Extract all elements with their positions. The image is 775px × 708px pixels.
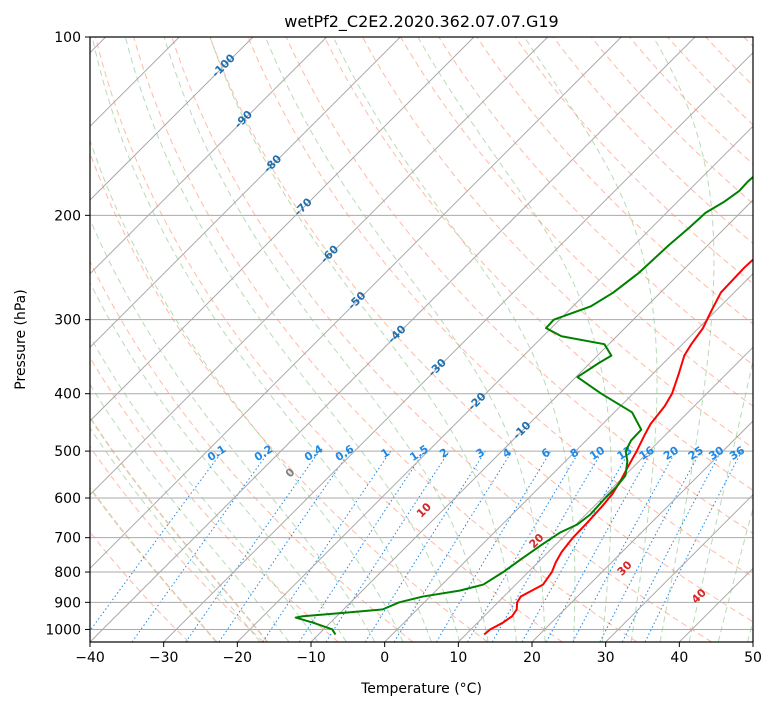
plot-area: -100-90-80-70-60-50-40-30-20-10 0.1 0.2 0.… bbox=[90, 37, 753, 642]
isotherm-line bbox=[310, 199, 753, 642]
moist-adiabats bbox=[90, 37, 753, 642]
x-tick-label: 0 bbox=[380, 650, 389, 666]
moist-adiabat-line bbox=[688, 357, 753, 642]
mixing-ratio-line bbox=[262, 450, 392, 642]
mixing-ratio-line bbox=[325, 450, 450, 642]
moist-adiabat-line bbox=[90, 383, 290, 642]
x-tick-label: 50 bbox=[744, 650, 762, 666]
dry-adiabat-line bbox=[323, 37, 753, 491]
dry-adiabats bbox=[90, 37, 753, 642]
isotherm-line bbox=[605, 493, 753, 642]
isotherm-line bbox=[90, 37, 401, 349]
mixing-ratio-line bbox=[185, 450, 320, 642]
moist-adiabat-line bbox=[652, 37, 715, 642]
moist-adiabat-line bbox=[90, 281, 347, 642]
dry-adiabat-line bbox=[247, 37, 753, 578]
x-axis-title: Temperature (°C) bbox=[360, 681, 482, 697]
moist-adiabat-line bbox=[523, 37, 658, 642]
moist-adiabat-line bbox=[209, 37, 517, 642]
moist-adiabat-line bbox=[417, 37, 613, 642]
isotherm-line bbox=[457, 346, 753, 642]
plot-frame bbox=[89, 36, 754, 643]
y-tick-label: 700 bbox=[54, 531, 81, 547]
dry-adiabat-line bbox=[95, 37, 563, 642]
y-tick-label: 1000 bbox=[45, 622, 81, 638]
y-tick-label: 100 bbox=[54, 30, 81, 46]
moist-adiabat-line bbox=[90, 335, 319, 642]
y-tick-label: 800 bbox=[54, 565, 81, 581]
lcl-curves bbox=[90, 416, 269, 642]
dry-adiabat-line bbox=[90, 356, 339, 642]
isotherm-line bbox=[163, 51, 753, 642]
y-tick-label: 900 bbox=[54, 595, 81, 611]
dry-adiabat-line bbox=[514, 37, 753, 285]
x-tick-label: 40 bbox=[670, 650, 688, 666]
moist-adiabat-line bbox=[90, 427, 261, 642]
x-tick-label: −40 bbox=[75, 650, 105, 666]
moist-adiabat-line bbox=[717, 506, 753, 642]
isotherms bbox=[90, 37, 753, 642]
isotherm-line bbox=[90, 37, 549, 496]
dewpoint-profile-line bbox=[294, 175, 753, 636]
isotherm-line bbox=[90, 37, 696, 642]
moist-adiabat-line bbox=[264, 37, 546, 642]
x-tick-label: 30 bbox=[597, 650, 615, 666]
x-tick-label: 20 bbox=[523, 650, 541, 666]
isotherm-line bbox=[531, 420, 753, 642]
isotherm-line bbox=[90, 37, 328, 275]
isotherm-line bbox=[90, 37, 475, 422]
y-tick-label: 500 bbox=[54, 444, 81, 460]
dry-adiabat-line bbox=[171, 37, 713, 642]
mixing-ratio-line bbox=[90, 450, 223, 632]
chart-title: wetPf2_C2E2.2020.362.07.07.G19 bbox=[284, 12, 558, 32]
dry-adiabat-line bbox=[285, 37, 753, 534]
mixing-ratio-line bbox=[545, 450, 653, 642]
x-tick-label: 10 bbox=[449, 650, 467, 666]
mixing-ratio-line bbox=[131, 450, 270, 642]
data-series bbox=[294, 175, 753, 636]
dry-adiabat-line bbox=[476, 37, 753, 325]
moist-adiabat-line bbox=[90, 138, 404, 642]
x-axis: −40 −30 −20 −10 0 10 20 30 40 50 bbox=[75, 642, 762, 666]
y-tick-label: 300 bbox=[54, 313, 81, 329]
mixing-ratio-line bbox=[644, 450, 743, 642]
mixing-ratio-line bbox=[218, 450, 351, 642]
isotherm-line bbox=[384, 272, 753, 642]
lcl-curve bbox=[90, 416, 269, 642]
mixing-ratio-line bbox=[521, 450, 630, 642]
y-tick-label: 200 bbox=[54, 208, 81, 224]
mixing-ratio-line bbox=[393, 450, 513, 642]
moist-adiabat-line bbox=[90, 218, 376, 642]
mixing-ratio-line bbox=[298, 450, 425, 642]
lcl-curve bbox=[90, 486, 218, 642]
dry-adiabat-line bbox=[90, 260, 414, 642]
temperature-profile-line bbox=[483, 258, 753, 636]
y-axis: 100 200 300 400 500 600 700 800 900 1000 bbox=[45, 30, 90, 638]
x-tick-label: −10 bbox=[296, 650, 326, 666]
x-tick-label: −30 bbox=[149, 650, 179, 666]
moist-adiabat-line bbox=[163, 37, 489, 642]
isotherm-line bbox=[90, 37, 622, 570]
y-tick-label: 600 bbox=[54, 491, 81, 507]
dry-adiabat-line bbox=[209, 37, 753, 623]
mixing-ratio-line bbox=[572, 450, 677, 642]
moist-adiabat-line bbox=[91, 37, 432, 642]
y-axis-title: Pressure (hPa) bbox=[13, 289, 29, 389]
pressure-gridlines bbox=[90, 37, 753, 630]
mixing-ratio-lines bbox=[90, 450, 743, 642]
moist-adiabat-line bbox=[124, 37, 461, 642]
x-tick-label: −20 bbox=[223, 650, 253, 666]
dry-adiabat-line bbox=[90, 445, 264, 642]
isotherm-line bbox=[90, 37, 254, 201]
y-tick-label: 400 bbox=[54, 387, 81, 403]
isotherm-line bbox=[236, 125, 753, 642]
